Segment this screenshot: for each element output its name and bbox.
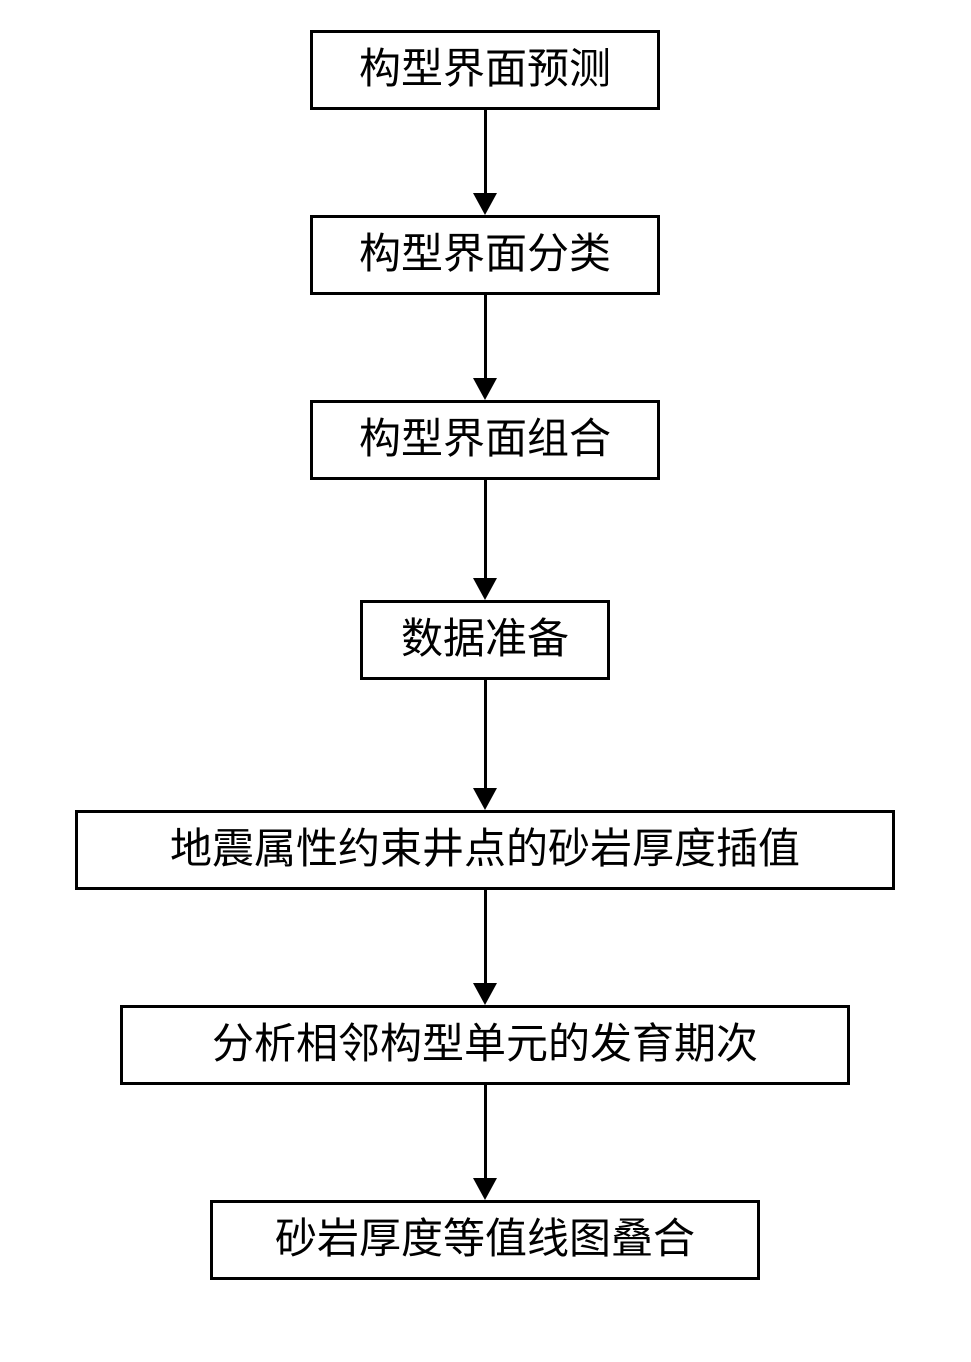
arrow-head-icon: [473, 1178, 497, 1200]
arrow-line: [484, 110, 487, 195]
arrow-line: [484, 480, 487, 580]
arrow-head-icon: [473, 378, 497, 400]
arrow-head-icon: [473, 983, 497, 1005]
flowchart-node-3: 构型界面组合: [310, 400, 660, 480]
node-label: 数据准备: [401, 615, 569, 665]
arrow-line: [484, 680, 487, 790]
node-label: 构型界面分类: [359, 230, 611, 280]
arrow-line: [484, 295, 487, 380]
flowchart-node-1: 构型界面预测: [310, 30, 660, 110]
node-label: 分析相邻构型单元的发育期次: [212, 1020, 758, 1070]
flowchart-node-2: 构型界面分类: [310, 215, 660, 295]
node-label: 砂岩厚度等值线图叠合: [275, 1215, 695, 1265]
node-label: 构型界面预测: [359, 45, 611, 95]
arrow-line: [484, 1085, 487, 1180]
flowchart-node-5: 地震属性约束井点的砂岩厚度插值: [75, 810, 895, 890]
flowchart-node-7: 砂岩厚度等值线图叠合: [210, 1200, 760, 1280]
node-label: 地震属性约束井点的砂岩厚度插值: [170, 825, 800, 875]
arrow-head-icon: [473, 193, 497, 215]
arrow-head-icon: [473, 788, 497, 810]
flowchart-node-6: 分析相邻构型单元的发育期次: [120, 1005, 850, 1085]
flowchart-container: 构型界面预测 构型界面分类 构型界面组合 数据准备 地震属性约束井点的砂岩厚度插…: [0, 0, 971, 1362]
arrow-line: [484, 890, 487, 985]
node-label: 构型界面组合: [359, 415, 611, 465]
flowchart-node-4: 数据准备: [360, 600, 610, 680]
arrow-head-icon: [473, 578, 497, 600]
